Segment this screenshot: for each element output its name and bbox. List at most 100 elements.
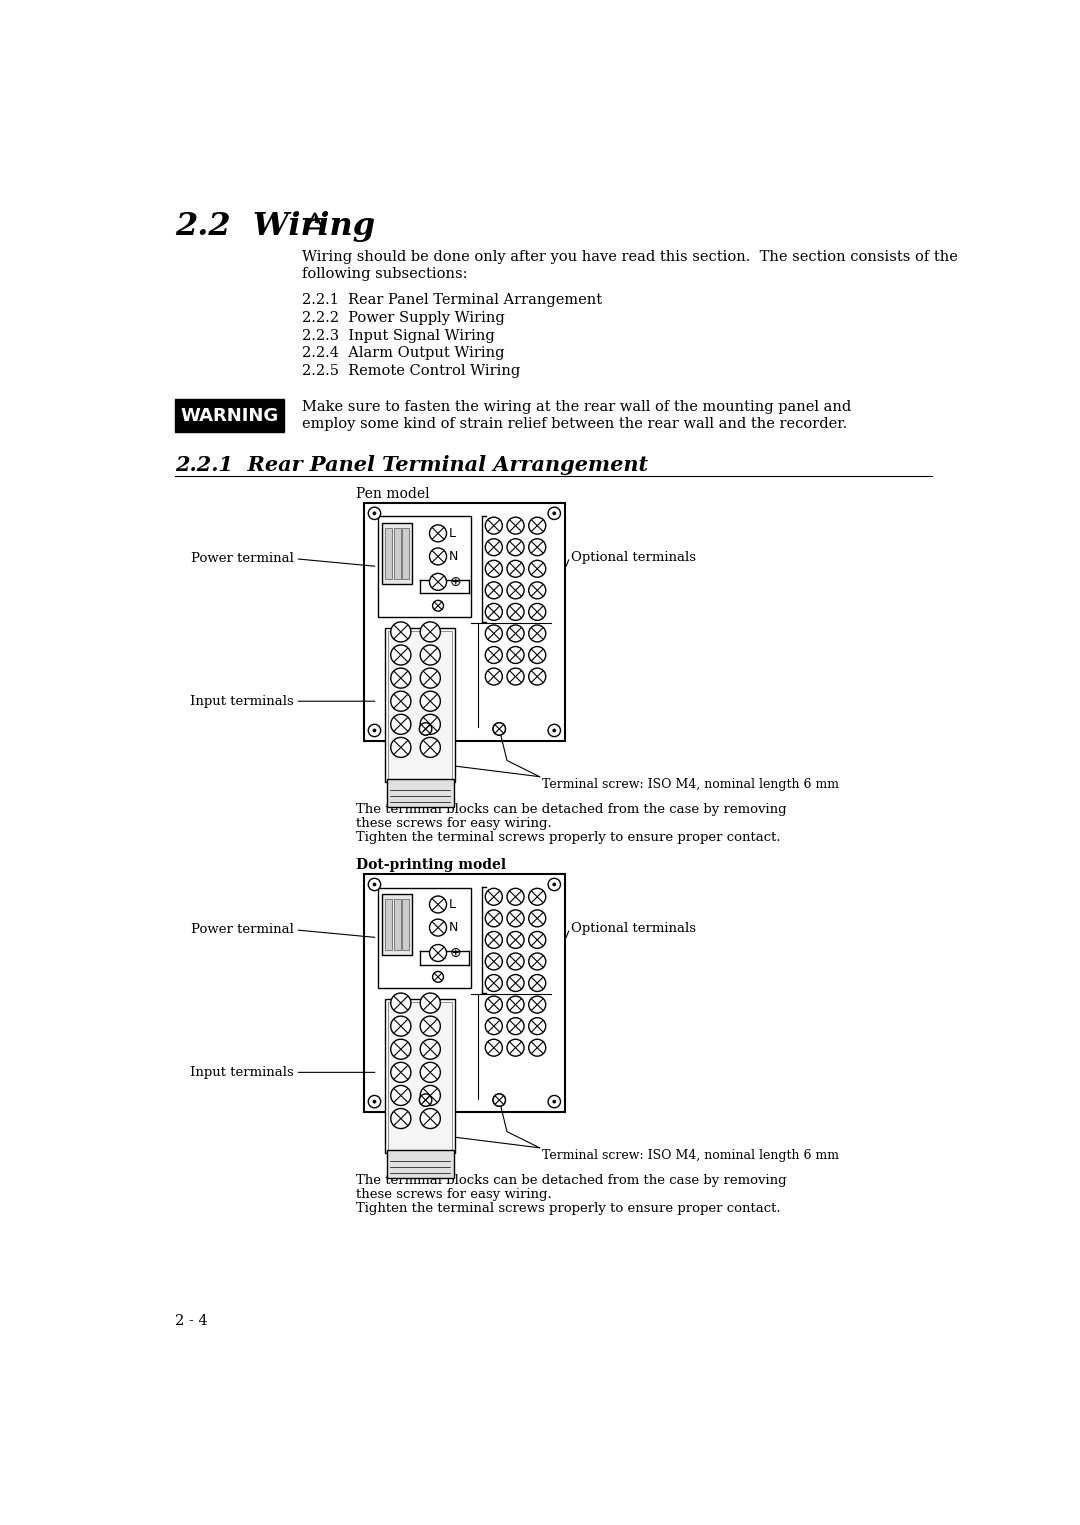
Text: following subsections:: following subsections:: [301, 267, 468, 281]
Circle shape: [485, 625, 502, 642]
Text: N: N: [449, 921, 458, 935]
Text: Input terminals: Input terminals: [190, 695, 294, 708]
Circle shape: [529, 996, 545, 1013]
Circle shape: [430, 944, 446, 961]
Bar: [382, 523, 411, 584]
Text: Pen model: Pen model: [356, 486, 430, 502]
Circle shape: [529, 1039, 545, 1057]
Circle shape: [424, 727, 428, 730]
Circle shape: [373, 729, 376, 732]
Circle shape: [494, 1093, 505, 1106]
Circle shape: [507, 1017, 524, 1034]
Circle shape: [485, 560, 502, 578]
Circle shape: [485, 583, 502, 599]
Circle shape: [368, 508, 380, 520]
Circle shape: [485, 517, 502, 534]
Circle shape: [507, 604, 524, 621]
Circle shape: [420, 738, 441, 758]
Circle shape: [391, 691, 410, 711]
Text: Dot-printing model: Dot-printing model: [356, 859, 507, 872]
Circle shape: [391, 1086, 410, 1106]
Circle shape: [507, 974, 524, 991]
Circle shape: [507, 1039, 524, 1057]
Text: Terminal screw: ISO M4, nominal length 6 mm: Terminal screw: ISO M4, nominal length 6…: [542, 778, 839, 791]
Text: 2.2.1  Rear Panel Terminal Arrangement: 2.2.1 Rear Panel Terminal Arrangement: [175, 454, 648, 474]
Bar: [364, 503, 565, 741]
Circle shape: [498, 727, 501, 730]
Text: these screws for easy wiring.: these screws for easy wiring.: [356, 1188, 552, 1200]
Circle shape: [529, 604, 545, 621]
Text: Power terminal: Power terminal: [191, 552, 294, 566]
Circle shape: [391, 738, 410, 758]
Text: employ some kind of strain relief between the rear wall and the recorder.: employ some kind of strain relief betwee…: [301, 416, 847, 432]
Bar: [382, 894, 411, 955]
Circle shape: [420, 1039, 441, 1060]
Circle shape: [373, 883, 376, 886]
Circle shape: [485, 910, 502, 927]
Circle shape: [420, 1086, 441, 1106]
Circle shape: [420, 1016, 441, 1035]
Circle shape: [419, 1093, 432, 1106]
Circle shape: [548, 508, 561, 520]
Text: N: N: [449, 551, 458, 563]
Circle shape: [529, 647, 545, 663]
Circle shape: [507, 996, 524, 1013]
Circle shape: [485, 996, 502, 1013]
Text: L: L: [449, 898, 456, 910]
Circle shape: [373, 512, 376, 515]
Circle shape: [485, 668, 502, 685]
Text: Tighten the terminal screws properly to ensure proper contact.: Tighten the terminal screws properly to …: [356, 831, 781, 843]
Bar: [403, 900, 409, 950]
Bar: [403, 528, 409, 580]
Text: these screws for easy wiring.: these screws for easy wiring.: [356, 817, 552, 830]
Circle shape: [529, 583, 545, 599]
Circle shape: [419, 723, 432, 735]
Circle shape: [485, 1039, 502, 1057]
Circle shape: [529, 517, 545, 534]
Circle shape: [529, 953, 545, 970]
Circle shape: [420, 1063, 441, 1083]
Circle shape: [373, 1100, 376, 1103]
Circle shape: [430, 525, 446, 541]
Text: Make sure to fasten the wiring at the rear wall of the mounting panel and: Make sure to fasten the wiring at the re…: [301, 400, 851, 415]
Circle shape: [420, 1109, 441, 1128]
Circle shape: [391, 1109, 410, 1128]
Circle shape: [507, 560, 524, 578]
Bar: [386, 628, 455, 782]
Circle shape: [529, 932, 545, 949]
Circle shape: [529, 538, 545, 555]
Circle shape: [420, 993, 441, 1013]
Circle shape: [485, 647, 502, 663]
Text: 2.2  Wiring: 2.2 Wiring: [175, 212, 376, 242]
Text: The terminal blocks can be detached from the case by removing: The terminal blocks can be detached from…: [356, 1174, 786, 1186]
Circle shape: [419, 1093, 432, 1106]
Circle shape: [494, 723, 505, 735]
Circle shape: [507, 953, 524, 970]
Circle shape: [420, 622, 441, 642]
Bar: [378, 517, 471, 616]
Text: 2.2.4  Alarm Output Wiring: 2.2.4 Alarm Output Wiring: [301, 346, 504, 360]
Circle shape: [368, 724, 380, 737]
Circle shape: [529, 910, 545, 927]
Circle shape: [507, 932, 524, 949]
Text: ⊕: ⊕: [449, 946, 461, 961]
Text: The terminal blocks can be detached from the case by removing: The terminal blocks can be detached from…: [356, 802, 786, 816]
Text: Tighten the terminal screws properly to ensure proper contact.: Tighten the terminal screws properly to …: [356, 1202, 781, 1215]
Text: 2.2.5  Remote Control Wiring: 2.2.5 Remote Control Wiring: [301, 364, 519, 378]
Circle shape: [553, 883, 556, 886]
Text: Terminal screw: ISO M4, nominal length 6 mm: Terminal screw: ISO M4, nominal length 6…: [542, 1150, 839, 1162]
Circle shape: [430, 920, 446, 936]
Circle shape: [529, 560, 545, 578]
Circle shape: [548, 724, 561, 737]
Circle shape: [553, 729, 556, 732]
Circle shape: [424, 1098, 428, 1101]
Circle shape: [485, 889, 502, 906]
Bar: [175, 398, 284, 433]
Text: 2.2.1  Rear Panel Terminal Arrangement: 2.2.1 Rear Panel Terminal Arrangement: [301, 293, 602, 307]
Circle shape: [485, 953, 502, 970]
Bar: [386, 999, 455, 1153]
Circle shape: [419, 723, 432, 735]
Circle shape: [433, 971, 444, 982]
Circle shape: [507, 647, 524, 663]
Circle shape: [529, 889, 545, 906]
